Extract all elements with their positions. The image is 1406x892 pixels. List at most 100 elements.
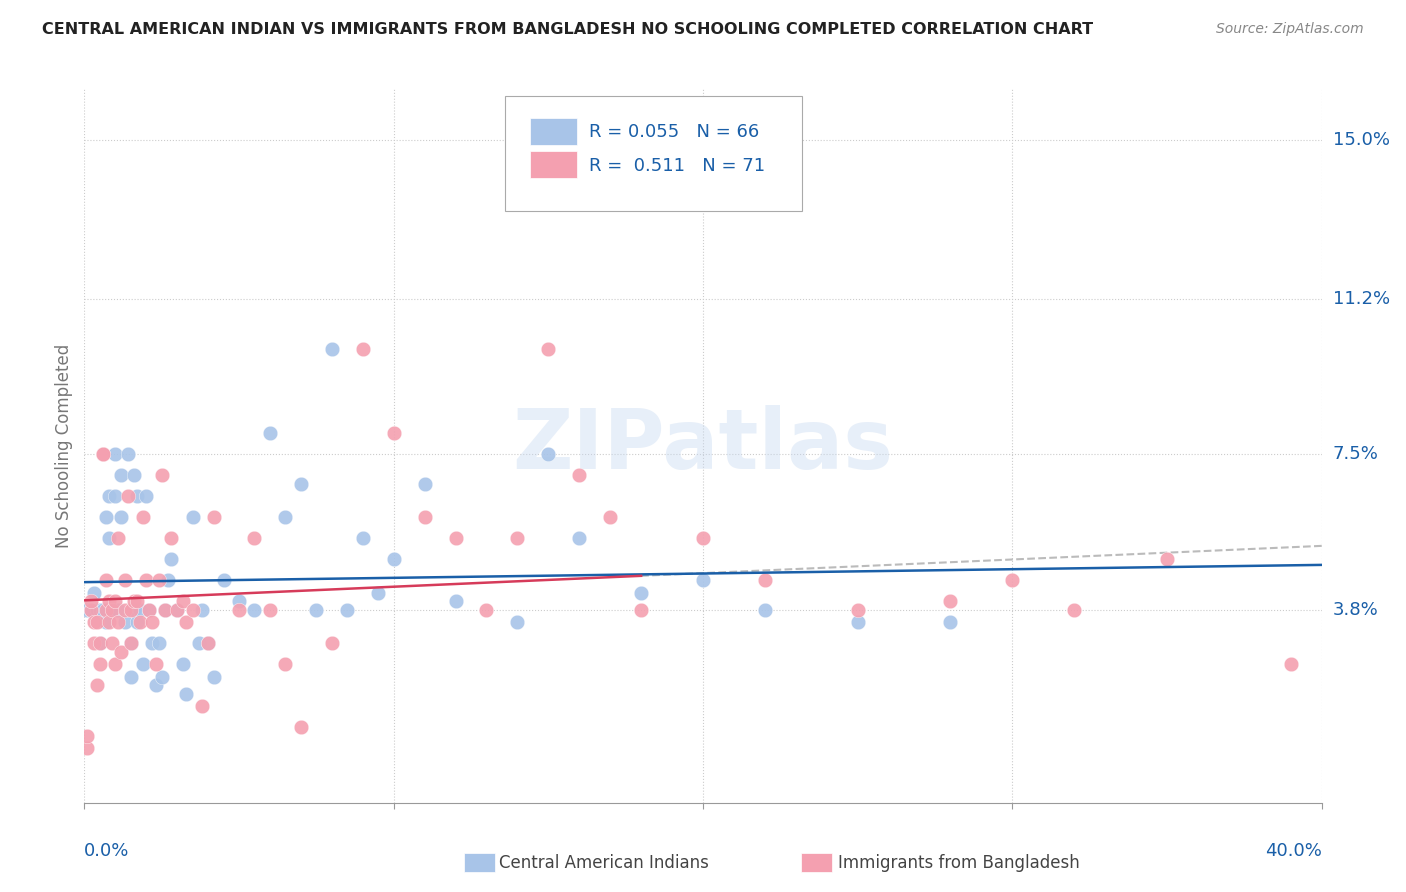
Point	[129, 615, 152, 630]
Point	[537, 447, 560, 461]
Text: Immigrants from Bangladesh: Immigrants from Bangladesh	[838, 854, 1080, 871]
Point	[243, 532, 266, 546]
Point	[83, 636, 105, 650]
Point	[89, 636, 111, 650]
Text: ZIPatlas: ZIPatlas	[513, 406, 893, 486]
Point	[321, 343, 343, 357]
Point	[212, 574, 235, 588]
Point	[202, 510, 225, 524]
Point	[176, 615, 198, 630]
Point	[104, 489, 127, 503]
Point	[122, 468, 145, 483]
Point	[86, 603, 108, 617]
Point	[187, 636, 209, 650]
Text: 7.5%: 7.5%	[1333, 445, 1379, 464]
Point	[110, 645, 132, 659]
Point	[91, 447, 114, 461]
Point	[568, 468, 591, 483]
Point	[135, 489, 157, 503]
Point	[122, 594, 145, 608]
Point	[98, 489, 121, 503]
Point	[79, 594, 101, 608]
Point	[202, 670, 225, 684]
Point	[475, 603, 498, 617]
Point	[120, 670, 142, 684]
Point	[148, 574, 170, 588]
Point	[110, 468, 132, 483]
Point	[79, 603, 101, 617]
Point	[141, 615, 163, 630]
Point	[94, 615, 117, 630]
Point	[110, 510, 132, 524]
Point	[846, 603, 869, 617]
Point	[120, 636, 142, 650]
Point	[537, 343, 560, 357]
Point	[181, 603, 204, 617]
Point	[91, 603, 114, 617]
Point	[181, 510, 204, 524]
Point	[191, 603, 214, 617]
Point	[228, 594, 250, 608]
Point	[846, 615, 869, 630]
Point	[367, 586, 389, 600]
Point	[76, 603, 98, 617]
Point	[150, 468, 173, 483]
Point	[101, 636, 124, 650]
Point	[135, 574, 157, 588]
Point	[104, 657, 127, 672]
Point	[568, 532, 591, 546]
Point	[172, 657, 194, 672]
Point	[506, 532, 529, 546]
Point	[160, 552, 183, 566]
Point	[125, 615, 148, 630]
Point	[352, 343, 374, 357]
Point	[86, 678, 108, 692]
Point	[94, 603, 117, 617]
Point	[153, 603, 176, 617]
Point	[754, 603, 776, 617]
Point	[141, 636, 163, 650]
Point	[150, 670, 173, 684]
Point	[754, 574, 776, 588]
Point	[98, 532, 121, 546]
Point	[94, 510, 117, 524]
Point	[91, 447, 114, 461]
Point	[129, 603, 152, 617]
Text: R = 0.055   N = 66: R = 0.055 N = 66	[589, 123, 759, 141]
Point	[274, 510, 297, 524]
Point	[274, 657, 297, 672]
Point	[939, 594, 962, 608]
Point	[630, 603, 652, 617]
Point	[290, 476, 312, 491]
Point	[156, 574, 179, 588]
Point	[413, 476, 436, 491]
Point	[305, 603, 328, 617]
Point	[138, 603, 160, 617]
Point	[506, 615, 529, 630]
Point	[336, 603, 359, 617]
Point	[630, 586, 652, 600]
FancyBboxPatch shape	[530, 118, 576, 145]
Point	[444, 532, 467, 546]
Point	[692, 574, 714, 588]
Point	[98, 594, 121, 608]
Point	[89, 657, 111, 672]
Point	[228, 603, 250, 617]
Point	[1063, 603, 1085, 617]
Point	[259, 603, 281, 617]
Point	[153, 603, 176, 617]
Point	[107, 615, 129, 630]
Text: 15.0%: 15.0%	[1333, 130, 1389, 149]
Point	[114, 615, 136, 630]
Point	[76, 741, 98, 756]
Point	[104, 594, 127, 608]
Point	[160, 532, 183, 546]
Point	[117, 447, 139, 461]
Point	[107, 603, 129, 617]
Point	[101, 603, 124, 617]
Point	[117, 489, 139, 503]
Point	[243, 603, 266, 617]
Text: 0.0%: 0.0%	[84, 842, 129, 860]
Point	[382, 552, 405, 566]
Point	[692, 532, 714, 546]
